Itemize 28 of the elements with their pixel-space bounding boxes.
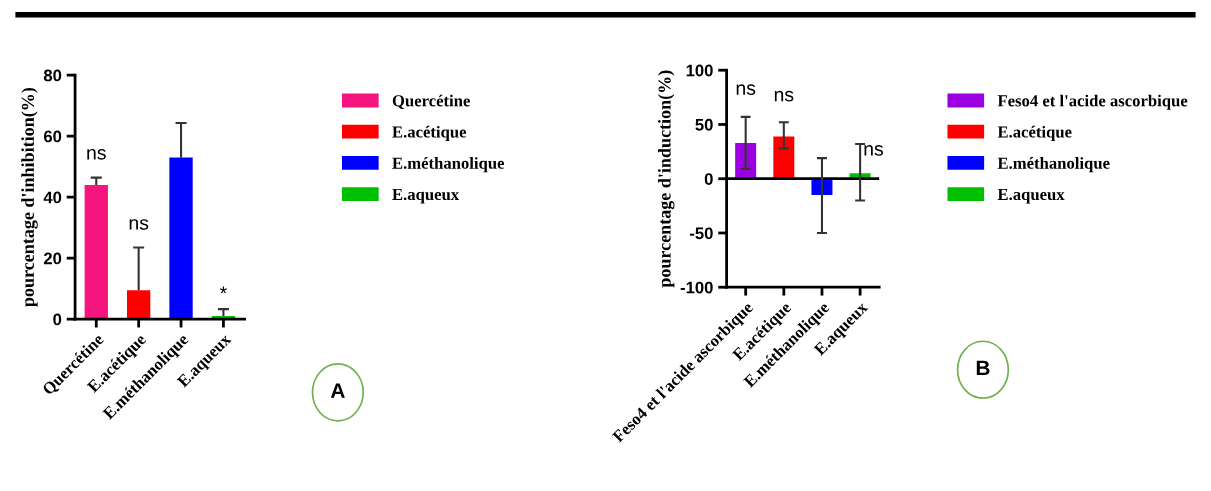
y-axis-title: pourcentage d'inhibition(%) xyxy=(21,87,38,307)
legend-label: E.acétique xyxy=(997,125,1072,141)
annotation: ns xyxy=(736,84,756,95)
legend-label: E.acétique xyxy=(392,125,467,141)
legend-label: E.aqueux xyxy=(392,188,460,204)
y-tick-label: 40 xyxy=(43,191,62,204)
y-axis-title: pourcentage d'induction(%) xyxy=(657,70,675,288)
text: A xyxy=(330,383,345,398)
annotation: * xyxy=(219,286,227,294)
legend-label: E.méthanolique xyxy=(997,157,1110,173)
y-tick-label: 50 xyxy=(695,118,713,131)
annotation: ns xyxy=(87,149,106,160)
annotation: ns xyxy=(129,219,149,230)
y-tick-label: -50 xyxy=(689,227,713,240)
legend-label: E.aqueux xyxy=(997,188,1065,204)
y-tick-label: 0 xyxy=(704,173,713,185)
text: B xyxy=(976,360,990,376)
y-tick-label: 60 xyxy=(43,130,62,143)
legend-label: E.méthanolique xyxy=(392,157,505,173)
annotation: ns xyxy=(774,90,794,102)
y-tick-label: 20 xyxy=(43,252,62,265)
legend-label: Quercétine xyxy=(392,94,470,109)
y-tick-label: -100 xyxy=(680,281,713,294)
y-tick-label: 100 xyxy=(686,64,713,77)
y-tick-label: 80 xyxy=(43,69,62,82)
legend-label: Feso4 et l'acide ascorbique xyxy=(997,94,1188,110)
annotation: ns xyxy=(864,145,884,156)
y-tick-label: 0 xyxy=(53,313,62,326)
